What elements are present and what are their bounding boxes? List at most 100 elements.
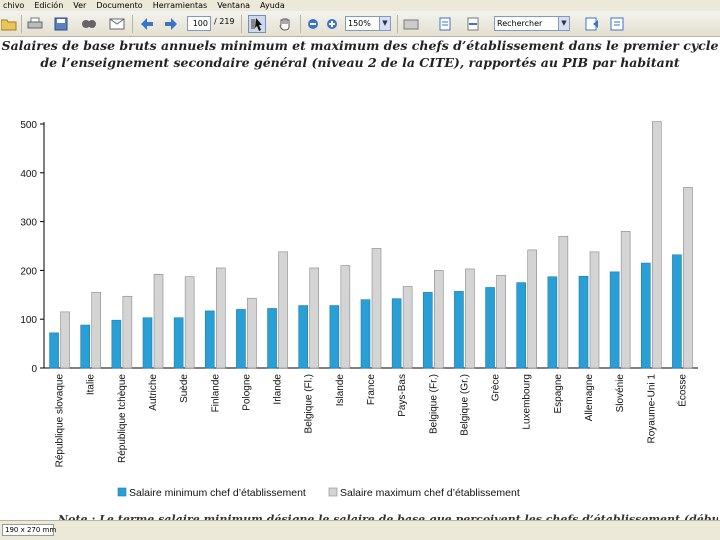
bar-max-9: [340, 265, 351, 369]
bar-min-3: [142, 317, 153, 369]
menu-bar: chivo Edición Ver Documento Herramientas Vent…: [0, 0, 720, 11]
x-tick-label: Pays-Bas: [397, 374, 408, 417]
bar-min-20: [672, 254, 682, 369]
bar-min-14: [485, 287, 495, 369]
bar-min-13: [454, 291, 464, 369]
print-icon[interactable]: [26, 15, 44, 33]
rotate-icon[interactable]: [402, 15, 420, 33]
bar-max-5: [215, 267, 226, 369]
bar-max-7: [278, 251, 288, 369]
bar-max-15: [527, 249, 538, 369]
page-title: Salaires de base bruts annuels minimum e…: [1, 38, 719, 53]
bar-max-11: [402, 286, 413, 369]
bar-min-6: [236, 309, 246, 369]
x-tick-label: République tchèque: [117, 374, 128, 463]
help-icon[interactable]: [608, 15, 626, 33]
bar-max-4: [184, 276, 195, 369]
bar-min-9: [329, 305, 340, 369]
menu-item-6[interactable]: Ayuda: [260, 1, 285, 10]
bar-max-2: [122, 295, 133, 369]
legend-label: Salaire minimum chef d’établissement: [129, 487, 306, 499]
y-tick-label: 500: [20, 120, 37, 131]
zoom-out-icon[interactable]: [305, 15, 321, 33]
x-tick-label: Autriche: [148, 374, 159, 411]
save-icon[interactable]: [52, 15, 70, 33]
y-tick-label: 400: [20, 169, 37, 180]
x-tick-label: Finlande: [210, 374, 221, 413]
toolbar: 100 / 219 150% ▼ Rechercher ▼: [0, 11, 720, 37]
bar-max-13: [465, 268, 475, 369]
legend-swatch: [328, 487, 338, 497]
menu-item-0[interactable]: chivo: [3, 1, 25, 10]
bar-max-14: [496, 274, 506, 369]
chevron-down-icon[interactable]: ▼: [379, 17, 390, 30]
bar-chart: 0 100 200 300 400 500 République slovaque Itali…: [20, 120, 698, 499]
bar-min-2: [111, 319, 122, 369]
menu-item-4[interactable]: Herramientas: [152, 1, 208, 10]
document-page: Salaires de base bruts annuels minimum e…: [0, 37, 720, 524]
menu-item-2[interactable]: Ver: [73, 1, 87, 10]
search-input[interactable]: Rechercher ▼: [494, 16, 570, 31]
bar-min-17: [578, 275, 589, 369]
x-tick-label: Grèce: [491, 374, 502, 402]
bar-min-12: [422, 292, 433, 369]
y-tick-label: 300: [20, 218, 37, 229]
bar-min-0: [49, 332, 59, 369]
x-tick-label: Allemagne: [584, 374, 595, 422]
email-icon[interactable]: [108, 15, 126, 33]
bar-min-19: [640, 262, 651, 369]
x-tick-label: Slovénie: [615, 374, 626, 413]
bar-max-1: [91, 292, 102, 369]
bar-min-11: [391, 298, 402, 369]
x-tick-label: Luxembourg: [522, 374, 533, 430]
chevron-down-icon[interactable]: ▼: [558, 17, 569, 30]
page-number-input[interactable]: 100: [187, 16, 211, 31]
bar-min-10: [360, 299, 371, 369]
x-tick-label: Belgique (Gr.): [459, 374, 470, 436]
x-tick-label: Irlande: [273, 374, 284, 405]
x-tick-label: Espagne: [553, 374, 564, 414]
bar-max-20: [683, 187, 693, 369]
next-page-icon[interactable]: [162, 15, 180, 33]
menu-item-5[interactable]: Ventana: [217, 1, 251, 10]
zoom-in-icon[interactable]: [324, 15, 340, 33]
menu-item-3[interactable]: Documento: [96, 1, 143, 10]
fit-page-icon[interactable]: [436, 15, 454, 33]
search-next-icon[interactable]: [583, 15, 601, 33]
x-tick-label: République slovaque: [55, 374, 66, 468]
y-tick-label: 0: [31, 364, 37, 375]
open-icon[interactable]: [0, 15, 18, 33]
select-tool-icon[interactable]: [248, 15, 266, 33]
hand-tool-icon[interactable]: [276, 15, 294, 33]
fit-width-icon[interactable]: [464, 15, 482, 33]
y-tick-label: 100: [20, 315, 37, 326]
x-tick-label: Belgique (Fl.): [304, 374, 315, 433]
status-bar: 190 x 270 mm: [0, 520, 720, 540]
bar-min-4: [173, 317, 184, 369]
bar-min-1: [80, 324, 91, 369]
legend-label: Salaire maximum chef d’établissement: [340, 487, 520, 499]
bar-max-18: [620, 231, 631, 369]
bar-max-6: [247, 297, 257, 369]
x-tick-label: Écosse: [675, 374, 688, 407]
page-subtitle: de l’enseignement secondaire général (ni…: [40, 55, 680, 70]
page-size-field: 190 x 270 mm: [2, 524, 56, 536]
x-tick-label: Belgique (Fr.): [428, 374, 439, 434]
bar-max-16: [558, 235, 569, 369]
prev-page-icon[interactable]: [138, 15, 156, 33]
search-icon[interactable]: [80, 15, 98, 33]
bar-min-5: [204, 310, 215, 369]
legend-swatch: [117, 487, 127, 497]
bar-min-18: [609, 271, 620, 369]
bar-max-0: [60, 311, 70, 369]
x-tick-label: France: [366, 374, 377, 406]
x-tick-label: Italie: [86, 374, 97, 396]
bar-max-3: [153, 274, 164, 369]
bar-max-17: [589, 251, 600, 369]
zoom-select[interactable]: 150% ▼: [345, 16, 391, 31]
bar-min-8: [298, 305, 309, 369]
bar-max-10: [371, 248, 382, 369]
bar-max-12: [433, 270, 444, 369]
x-tick-label: Royaume-Uni 1: [646, 374, 657, 444]
menu-item-1[interactable]: Edición: [34, 1, 64, 10]
